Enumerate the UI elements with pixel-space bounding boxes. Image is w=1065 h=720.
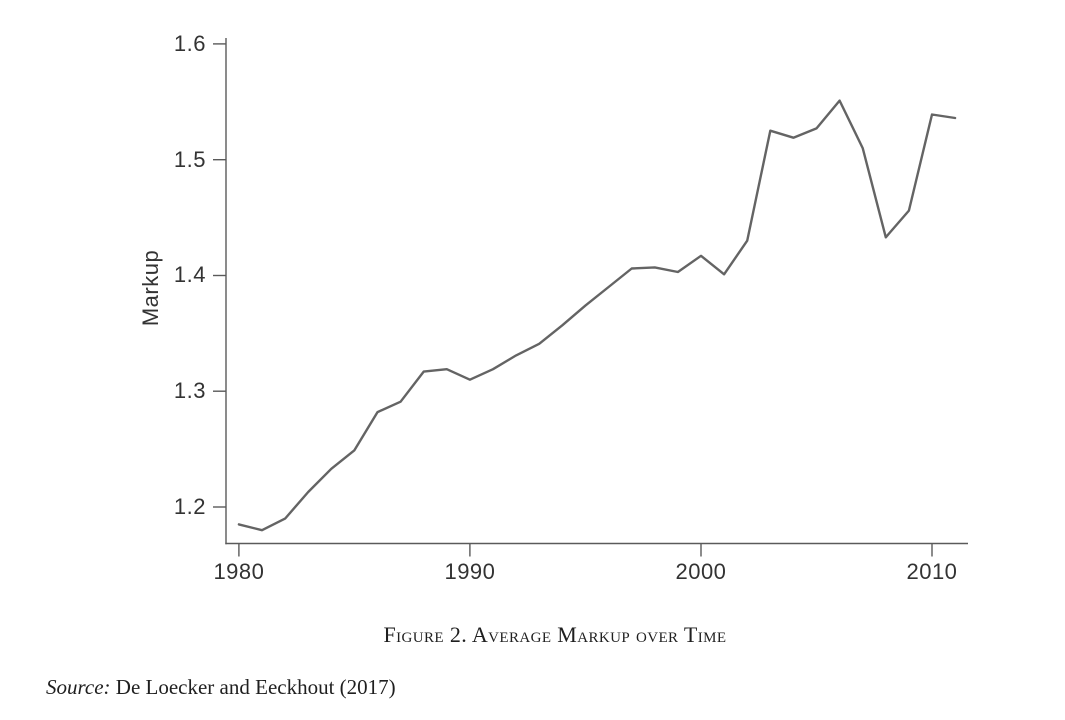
- y-tick-label: 1.2: [173, 494, 206, 520]
- x-tick-label: 2010: [906, 559, 958, 584]
- source-text: De Loecker and Eeckhout (2017): [115, 675, 396, 699]
- y-tick-label: 1.4: [173, 262, 206, 288]
- x-tick-label: 2000: [675, 559, 727, 584]
- source-note: Source: De Loecker and Eeckhout (2017): [46, 675, 396, 699]
- source-label: Source:: [46, 675, 111, 699]
- axis-tick-marks: [213, 43, 933, 557]
- average-markup-series-line: [237, 99, 957, 532]
- figure-caption: Figure 2. Average Markup over Time: [383, 622, 727, 647]
- x-tick-label: 1990: [444, 559, 496, 584]
- y-tick-label: 1.5: [173, 146, 206, 172]
- y-tick-label: 1.3: [173, 378, 206, 404]
- y-tick-label: 1.6: [173, 30, 206, 56]
- y-axis-title: Markup: [138, 249, 163, 327]
- x-tick-label: 1980: [213, 559, 265, 584]
